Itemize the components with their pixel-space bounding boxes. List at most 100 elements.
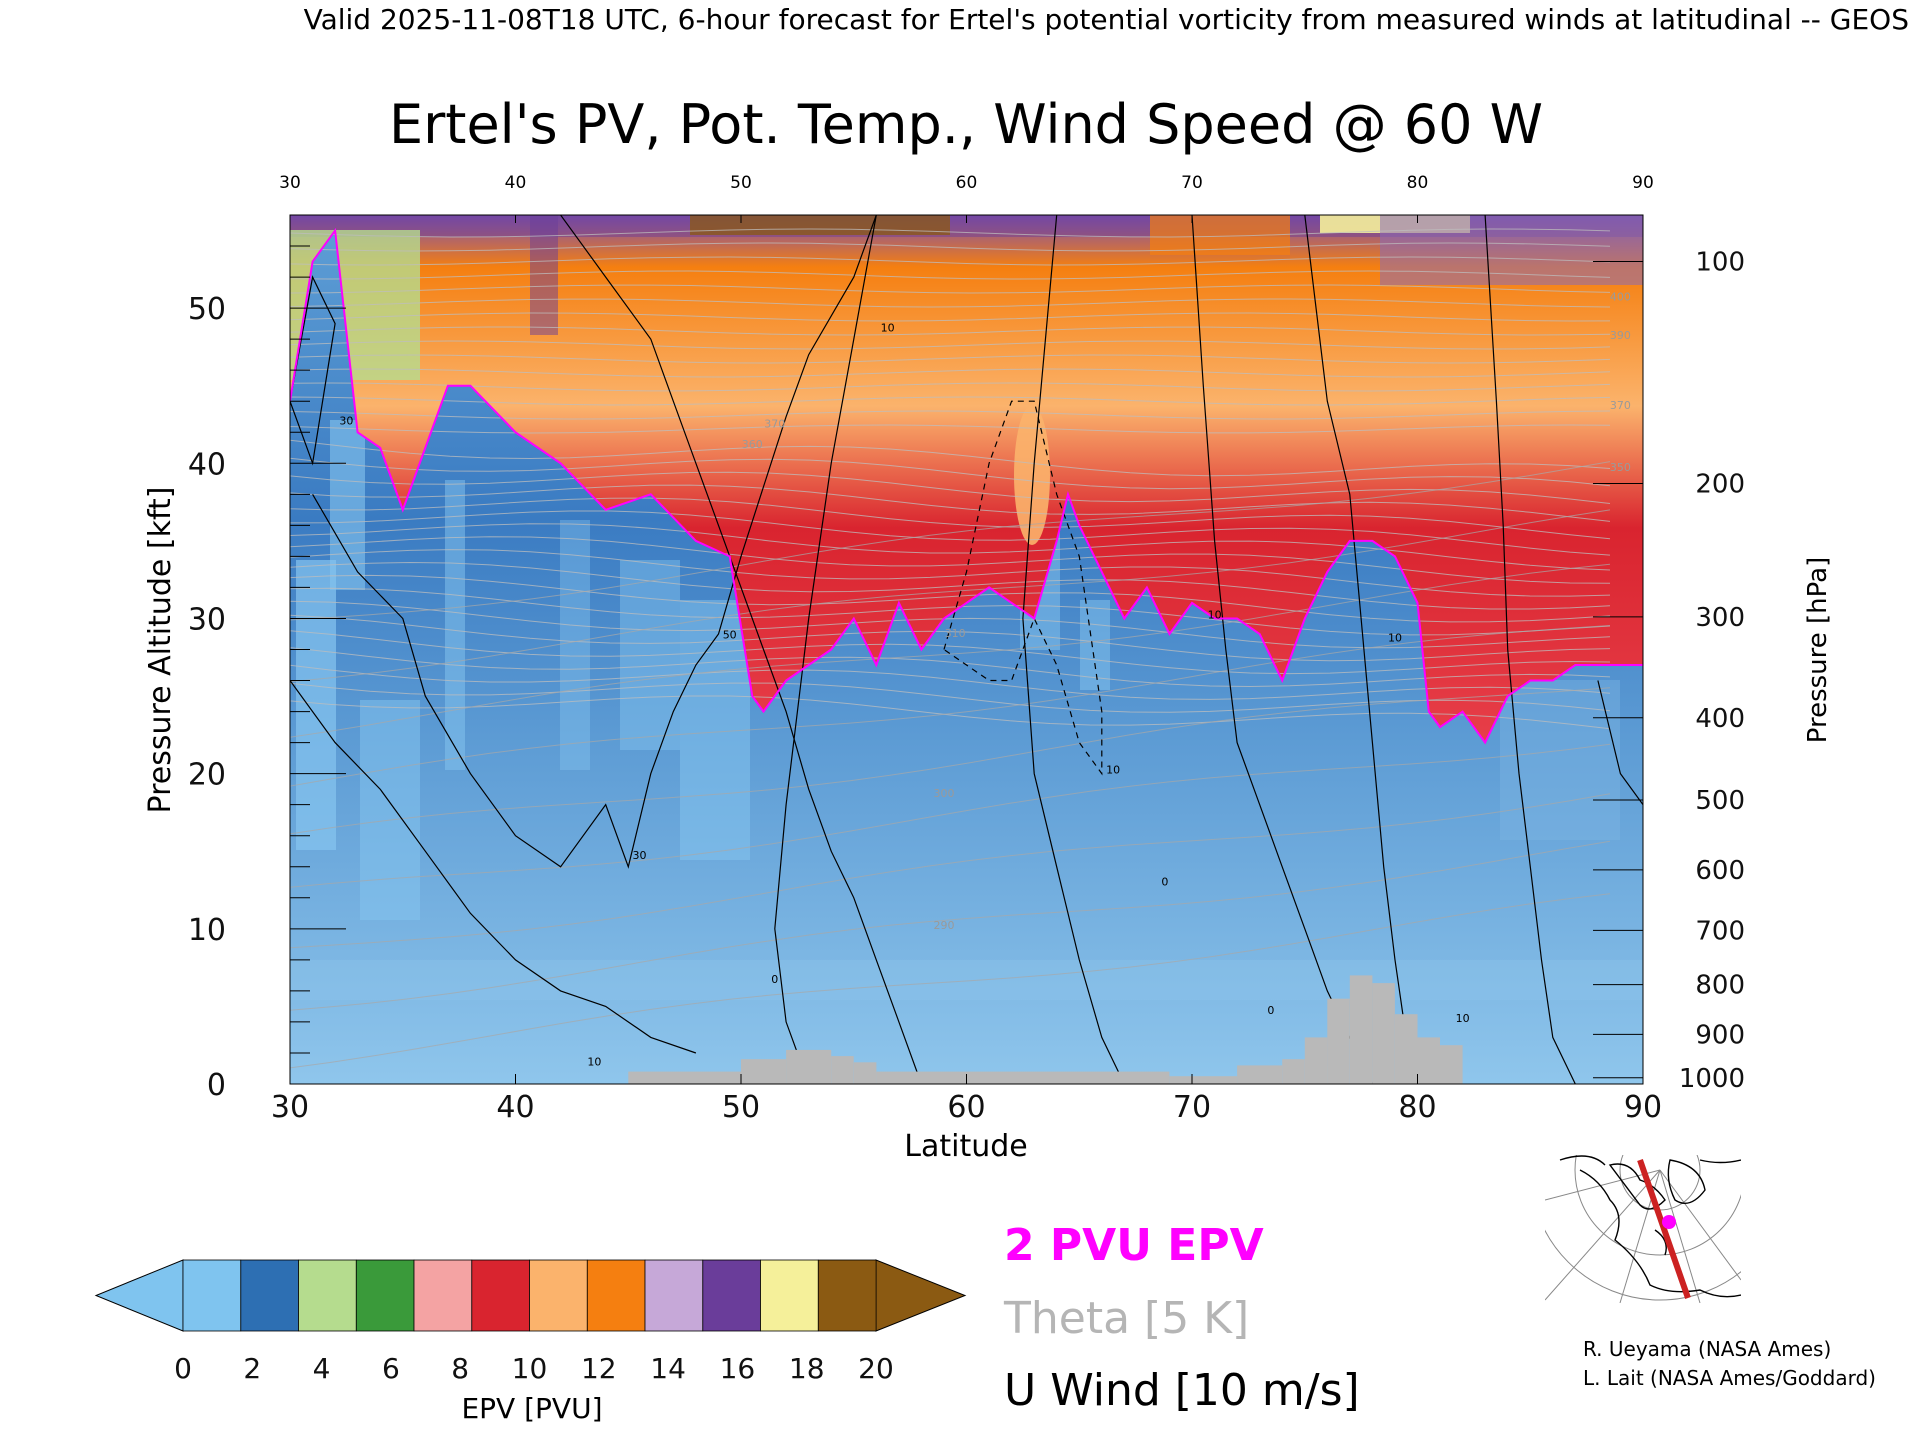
colorbar-tick-label: 20 (858, 1352, 894, 1385)
colorbar-swatch (240, 1259, 300, 1332)
x-top-tick-label: 80 (1407, 173, 1429, 193)
y-axis-ticks: 0 10 20 30 40 50 (188, 245, 346, 1103)
y-tick-label: 30 (188, 602, 226, 637)
theta-contour-label: 370 (1610, 399, 1631, 412)
x-top-tick-label: 30 (279, 173, 301, 193)
theta-contour-line (290, 471, 1611, 504)
wind-contour-label: 0 (1161, 875, 1168, 888)
colorbar-tick-label: 4 (313, 1352, 331, 1385)
colorbar-tick-label: 8 (451, 1352, 469, 1385)
theta-contour-line (290, 681, 1611, 713)
terrain-block (1327, 998, 1350, 1084)
colorbar-swatch (471, 1259, 530, 1332)
wind-contour-label: 0 (771, 973, 778, 986)
wind-contour-label: 10 (881, 321, 895, 334)
wind-contour-line (290, 275, 336, 466)
terrain-block (1417, 1037, 1440, 1084)
theta-contour-line (290, 695, 1611, 730)
wind-contour-label: 10 (1106, 764, 1120, 777)
theta-contour-line (290, 536, 1611, 584)
colorbar-tick-label: 16 (720, 1352, 756, 1385)
theta-contour-line (290, 298, 1611, 308)
theta-contour-line (290, 424, 1611, 434)
x-tick-label: 40 (496, 1090, 534, 1125)
terrain-block (1395, 1014, 1418, 1084)
y-tick-label: 50 (188, 292, 226, 327)
map-coastlines (1559, 1155, 1741, 1298)
y-tick-label: 0 (207, 1068, 226, 1103)
colorbar-swatch (586, 1259, 646, 1332)
terrain-block (786, 1049, 832, 1084)
x-tick-label: 60 (947, 1090, 985, 1125)
colorbar-over-arrow (875, 1259, 967, 1332)
theta-contour-line (290, 561, 1611, 610)
colorbar-swatch (817, 1259, 877, 1332)
theta-contour-line (290, 457, 1611, 490)
theta-contour-line (290, 510, 1611, 556)
theta-contour-label: 370 (764, 418, 785, 431)
section-marker (1662, 1215, 1676, 1229)
theta-contour-line (290, 340, 1611, 350)
colorbar-under-arrow (94, 1259, 184, 1332)
theta-contour-label: 300 (934, 787, 955, 800)
credit-line-1: R. Ueyama (NASA Ames) (1583, 1337, 1831, 1361)
theta-contour-label: 350 (1610, 461, 1631, 474)
terrain-block (1440, 1045, 1463, 1084)
wind-contour-dashed (943, 400, 1103, 776)
wind-contour-line (1022, 215, 1125, 1084)
pressure-tick-label: 200 (1695, 469, 1745, 499)
theta-contour-line (290, 284, 1611, 294)
theta-contour-line (290, 793, 1611, 950)
pressure-tick-label: 400 (1695, 704, 1745, 734)
terrain-block (741, 1059, 787, 1084)
theta-contour-line (290, 484, 1611, 522)
x-top-tick-label: 60 (956, 173, 978, 193)
x-top-tick-label: 50 (730, 173, 752, 193)
legend-theta: Theta [5 K] (1003, 1293, 1249, 1344)
terrain-block (1372, 983, 1395, 1084)
x-tick-label: 90 (1624, 1090, 1662, 1125)
theta-contour-label: 290 (934, 919, 955, 932)
wind-contour-line (1597, 680, 1643, 806)
theta-contour-line (290, 647, 1611, 688)
colorbar-tick-label: 10 (512, 1352, 548, 1385)
wind-contour-label: 30 (633, 849, 647, 862)
legend-wind: U Wind [10 m/s] (1004, 1365, 1360, 1416)
terrain-block (1237, 1065, 1283, 1084)
pressure-tick-label: 100 (1695, 248, 1745, 278)
colorbar-swatch (760, 1259, 819, 1332)
wind-contour-line (1304, 215, 1407, 1038)
pressure-tick-label: 600 (1695, 856, 1745, 886)
wind-contour-label: 10 (1208, 609, 1222, 622)
terrain-block (853, 1062, 877, 1084)
theta-contour-line (290, 228, 1611, 238)
section-line (1637, 1159, 1691, 1299)
colorbar-swatch (182, 1259, 242, 1332)
theta-contours (290, 228, 1611, 1069)
chart-title: Ertel's PV, Pot. Temp., Wind Speed @ 60 … (389, 93, 1543, 156)
terrain-block (1349, 975, 1373, 1084)
theta-contour-line (290, 687, 1611, 840)
wind-contour-line (560, 215, 922, 1084)
pressure-axis-ticks: 100 200 300 400 500 600 700 800 900 1000 (1593, 248, 1745, 1094)
theta-contour-label: 310 (945, 627, 966, 640)
x-tick-label: 50 (722, 1090, 760, 1125)
theta-contour-line (290, 439, 1611, 477)
theta-contour-line (290, 840, 1611, 1011)
theta-contour-line (290, 625, 1611, 787)
y-tick-label: 40 (188, 447, 226, 482)
terrain-block (1282, 1059, 1305, 1084)
theta-contour-line (290, 242, 1611, 252)
plot-area: 3030501001010100101003703604003903703503… (290, 215, 1643, 1084)
wind-contour-label: 0 (1267, 1004, 1274, 1017)
theta-contour-line (290, 312, 1611, 322)
pressure-tick-label: 700 (1695, 916, 1745, 946)
theta-contour-line (290, 664, 1611, 700)
theta-contour-line (290, 256, 1611, 266)
y-tick-label: 10 (188, 913, 226, 948)
wind-contour-label: 50 (723, 629, 737, 642)
x-tick-label: 30 (271, 1090, 309, 1125)
theta-contour-line (290, 396, 1611, 406)
theta-contour-label: 360 (742, 438, 763, 451)
pressure-tick-label: 800 (1695, 971, 1745, 1001)
